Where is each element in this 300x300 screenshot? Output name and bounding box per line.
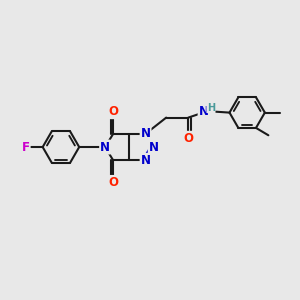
Text: N: N <box>141 154 151 167</box>
Text: O: O <box>183 132 193 145</box>
Text: F: F <box>22 141 30 154</box>
Text: N: N <box>149 141 159 154</box>
Text: O: O <box>108 105 118 118</box>
Text: N: N <box>199 105 208 118</box>
Text: N: N <box>141 127 151 140</box>
Text: H: H <box>207 103 215 112</box>
Text: O: O <box>108 176 118 189</box>
Text: N: N <box>100 141 110 154</box>
